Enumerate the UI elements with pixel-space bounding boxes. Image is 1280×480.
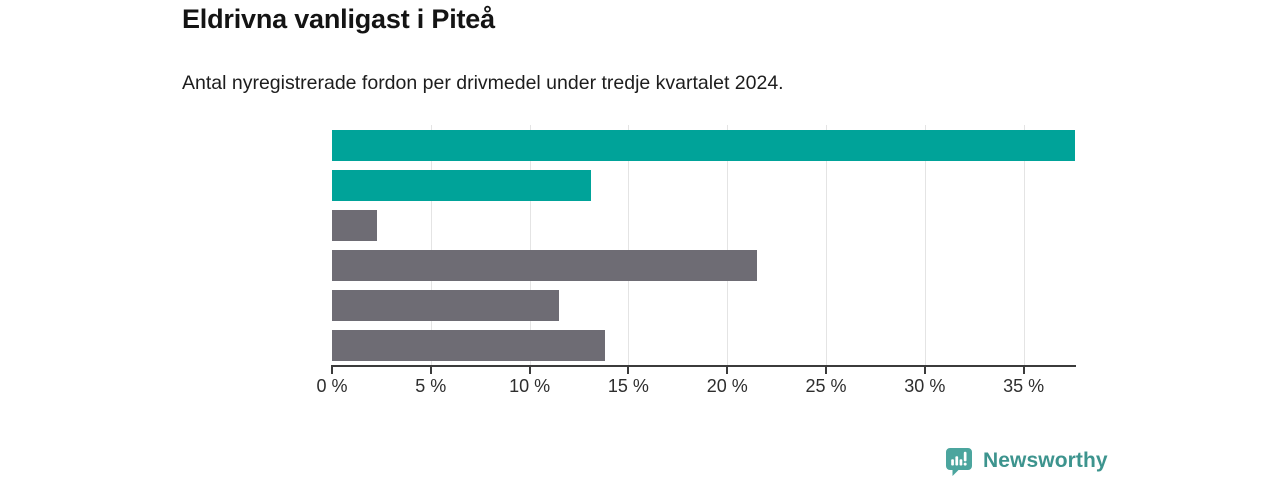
x-tick-20	[726, 367, 729, 374]
bar-bensin	[332, 329, 605, 361]
gridline-25	[826, 125, 828, 366]
bar-elhybrider	[332, 249, 757, 281]
x-tick-label-10: 10 %	[509, 376, 551, 396]
plot-area	[332, 123, 1075, 366]
gridline-5	[430, 125, 432, 366]
x-tick-10	[528, 367, 531, 374]
gridline-35	[1023, 125, 1025, 366]
bar-diesel	[332, 289, 560, 321]
newsworthy-bubble-chart-icon	[946, 448, 972, 476]
x-tick-0	[331, 367, 333, 374]
gridline-30	[924, 125, 926, 366]
x-tick-15	[627, 367, 630, 374]
x-tick-5	[429, 367, 432, 374]
x-tick-label-0: 0 %	[316, 376, 348, 396]
x-tick-label-5: 5 %	[415, 376, 447, 396]
gridline-15	[628, 125, 630, 366]
newsworthy-label: Newsworthy	[983, 449, 1108, 472]
x-tick-label-35: 35 %	[1003, 376, 1045, 396]
gridline-10	[529, 125, 531, 366]
bar-laddhybrider	[332, 169, 591, 201]
x-tick-25	[825, 367, 828, 374]
newsworthy-logo: Newsworthy	[944, 446, 1108, 476]
chart-title: Eldrivna vanligast i Piteå	[182, 4, 495, 34]
gridline-20	[727, 125, 729, 366]
bar-eldrivna	[332, 129, 1075, 161]
x-axis-line	[331, 365, 1076, 367]
bar-biodrivmedel	[332, 209, 378, 241]
x-tick-label-30: 30 %	[904, 376, 946, 396]
chart-subtitle: Antal nyregistrerade fordon per drivmede…	[182, 72, 784, 94]
x-tick-label-15: 15 %	[607, 376, 649, 396]
x-tick-label-25: 25 %	[805, 376, 847, 396]
x-tick-label-20: 20 %	[706, 376, 748, 396]
x-tick-30	[923, 367, 926, 374]
x-tick-35	[1022, 367, 1025, 374]
